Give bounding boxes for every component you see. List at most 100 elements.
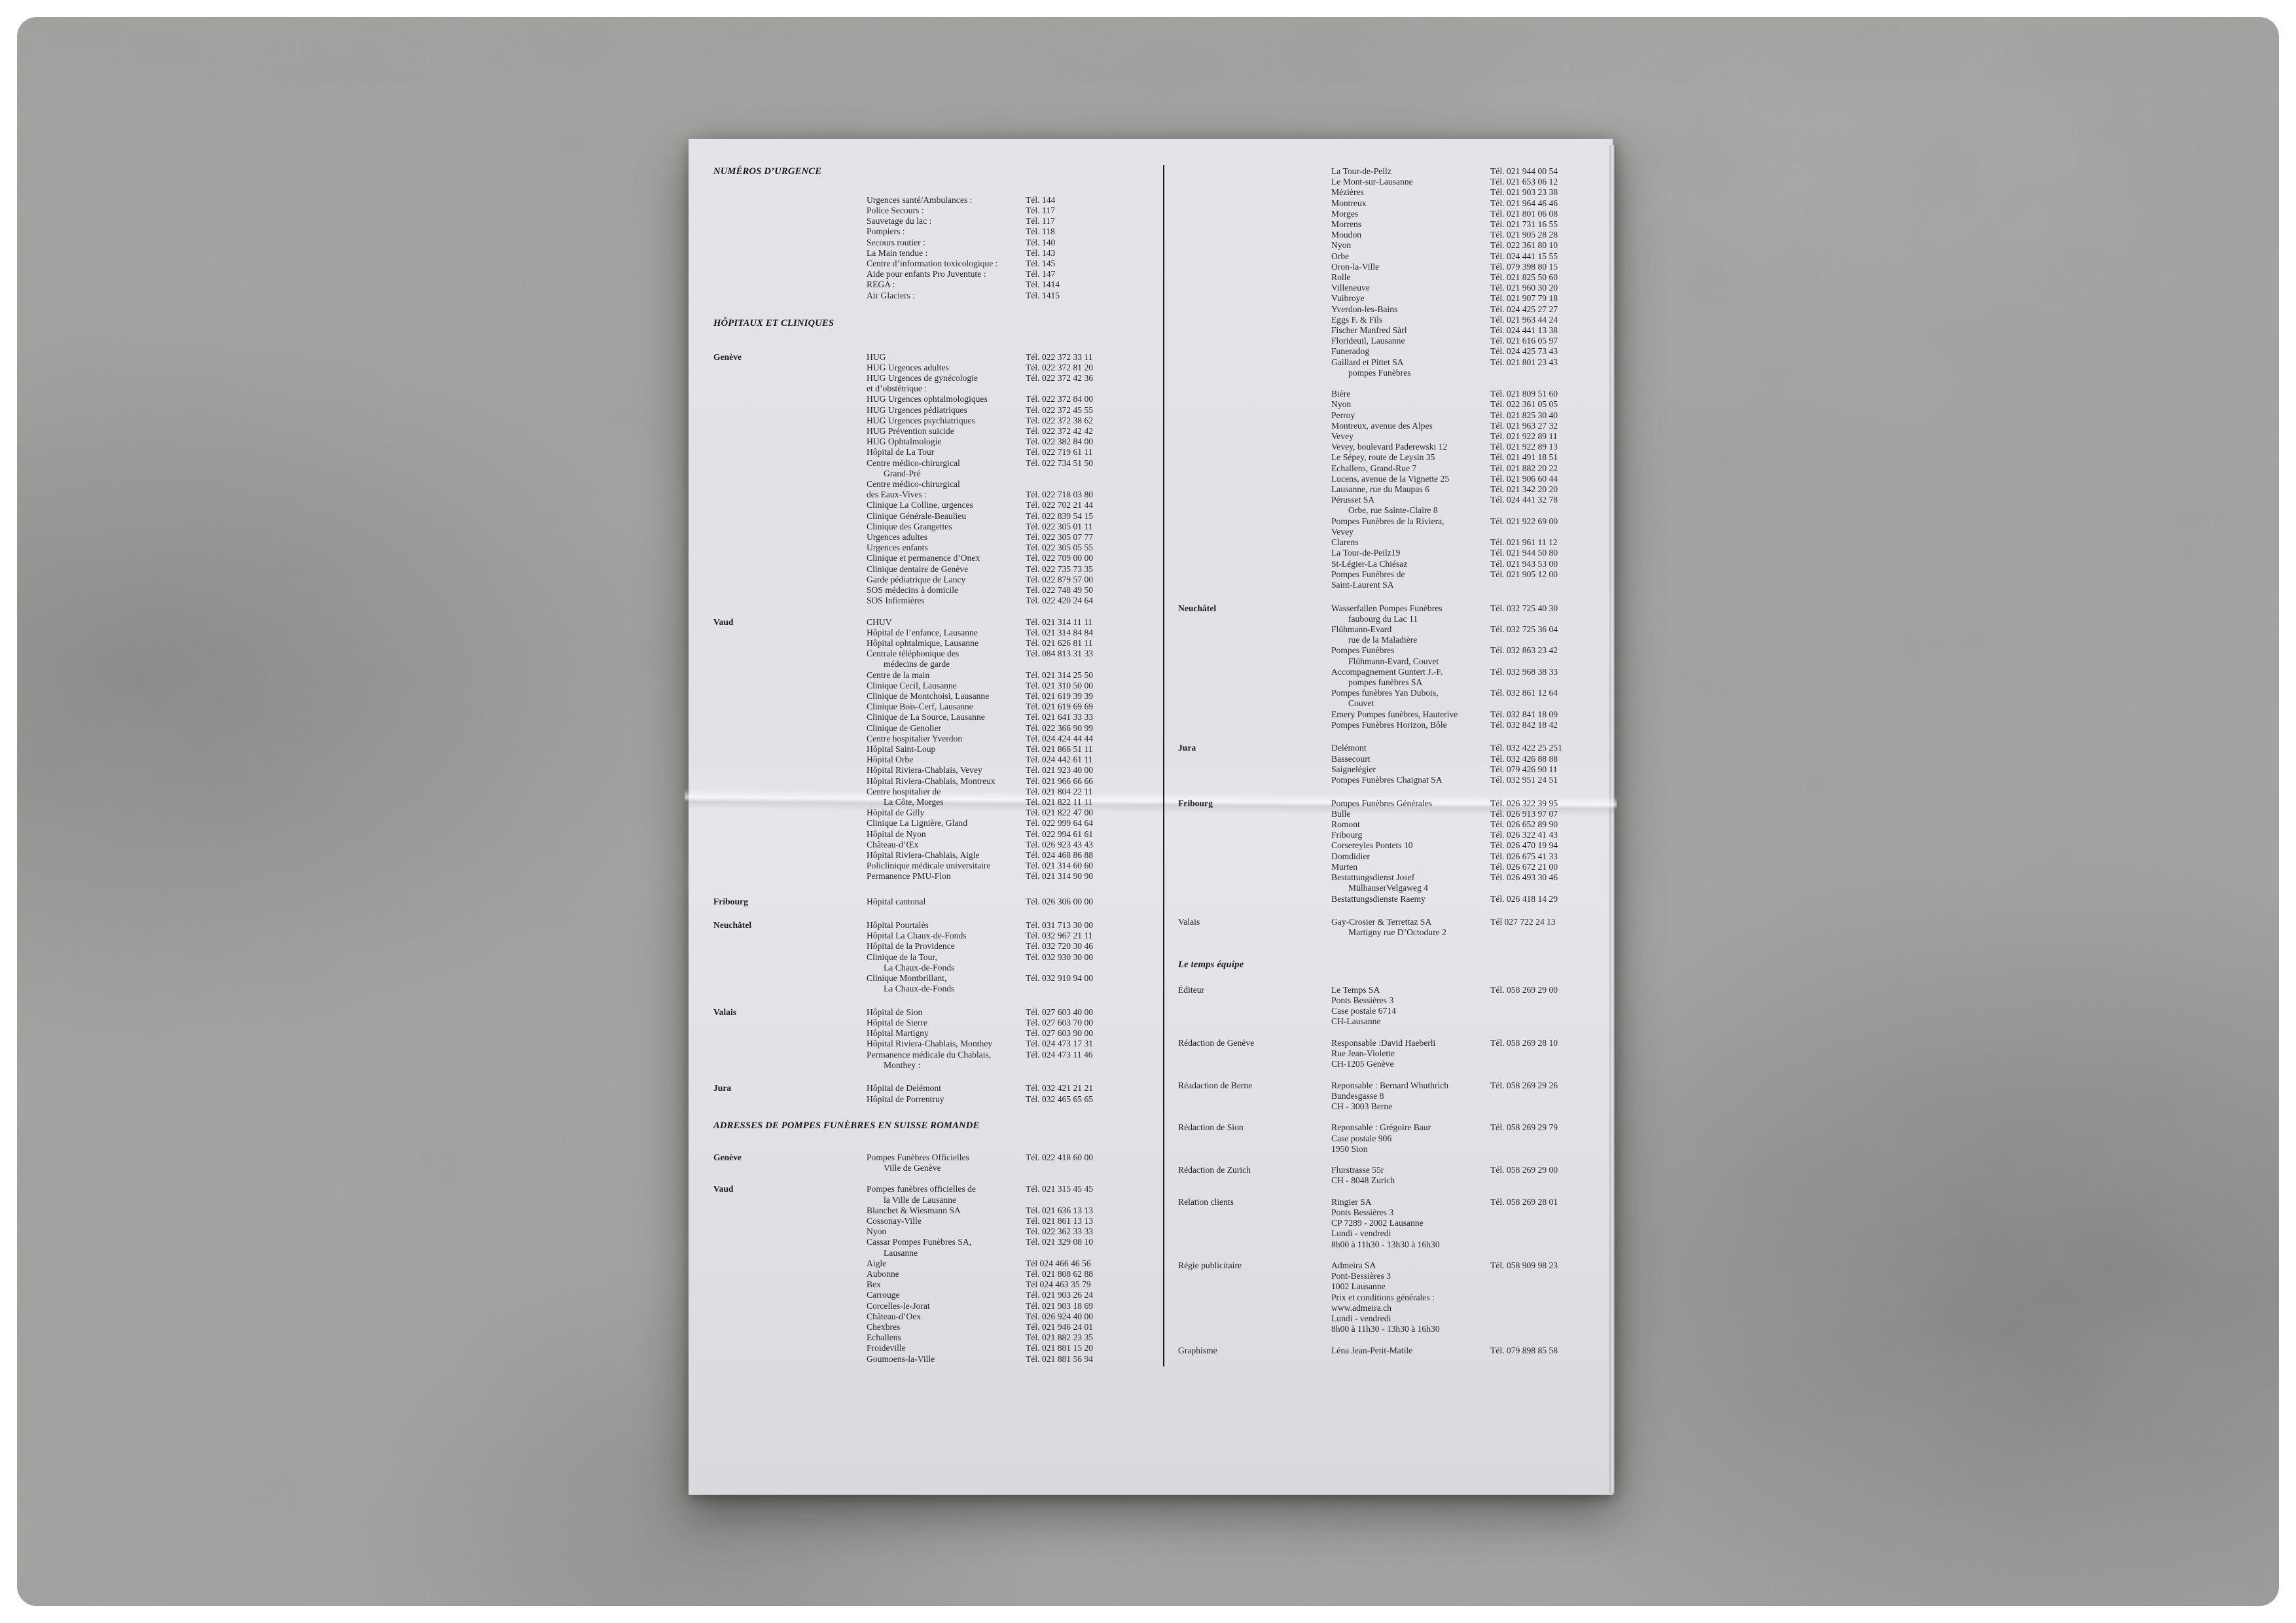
row-name: des Eaux-Vives :: [867, 490, 927, 500]
left-column: NUMÉROS D’URGENCE Urgences santé/Ambulanc…: [713, 166, 1138, 1364]
row-phone: Tél. 021 314 84 84: [1026, 627, 1094, 637]
row-name: faubourg du Lac 11: [1348, 613, 1418, 624]
row-region-label: [1178, 830, 1331, 840]
row-phone: Tél. 032 725 36 04: [1490, 624, 1558, 634]
row-region-label: [1178, 187, 1331, 198]
row-phone: Tél. 140: [1026, 237, 1056, 247]
row-name: Clinique Cecil, Lausanne: [867, 680, 957, 690]
directory-row: Centre d’information toxicologique : Tél.…: [713, 259, 1138, 269]
row-name: Fribourg: [1331, 830, 1363, 840]
row-name: Centre médico-chirurgical: [867, 457, 960, 468]
row-phone: Tél. 032 720 30 46: [1026, 941, 1094, 952]
directory-row: Hôpital Orbe Tél. 024 442 61 11: [713, 755, 1138, 765]
row-name: Accompagnement Guntert J.-F.: [1331, 666, 1443, 677]
row-name: Hôpital Riviera-Chablais, Montreux: [867, 776, 996, 786]
row-name: La Main tendue :: [867, 247, 928, 258]
directory-row: Garde pédiatrique de Lancy Tél. 022 879 5…: [713, 575, 1138, 585]
row-name: Flurstrasse 55r: [1331, 1165, 1384, 1175]
directory-row: Perroy Tél. 021 825 30 40: [1178, 410, 1602, 421]
row-phone: Tél. 021 946 24 01: [1026, 1322, 1094, 1332]
directory-row: Urgences adultes Tél. 022 305 07 77: [713, 532, 1138, 543]
row-region-label: [713, 1216, 867, 1226]
directory-row: Police Secours : Tél. 117: [713, 205, 1138, 216]
row-phone: Tél. 117: [1026, 205, 1055, 215]
row-name: CH-1205 Genève: [1331, 1059, 1394, 1069]
row-region-label: [713, 963, 867, 973]
row-region-label: [713, 216, 867, 226]
row-region-label: Valais: [713, 1007, 737, 1017]
row-name: MülhauserVelgaweg 4: [1348, 883, 1428, 893]
row-region-label: [713, 765, 867, 776]
row-name: SOS médecins à domicile: [867, 584, 959, 595]
row-region-label: [1178, 775, 1331, 785]
row-name: Bière: [1331, 389, 1351, 399]
row-phone: Tél. 026 923 43 43: [1026, 839, 1094, 849]
directory-row: REGA : Tél. 1414: [713, 279, 1138, 290]
row-phone: Tél. 021 922 89 11: [1490, 431, 1558, 442]
row-region-label: [1178, 1303, 1331, 1313]
row-phone: Tél. 024 441 32 78: [1490, 495, 1558, 505]
directory-row: Centre médico-chirurgical: [713, 479, 1138, 490]
row-phone: Tél. 032 968 38 33: [1490, 666, 1558, 677]
row-phone: Tél. 022 719 61 11: [1026, 447, 1093, 457]
row-name: Urgences adultes: [867, 531, 927, 542]
row-phone: Tél. 024 473 11 46: [1026, 1049, 1093, 1060]
row-name: Hôpital de Sion: [867, 1007, 923, 1017]
directory-row: Urgences santé/Ambulances : Tél. 144: [713, 195, 1138, 205]
row-region-label: [713, 744, 867, 755]
directory-row: Clinique des Grangettes Tél. 022 305 01 1…: [713, 522, 1138, 532]
directory-row: Vevey: [1178, 527, 1602, 537]
row-region-label: [1178, 1228, 1331, 1239]
row-region-label: [1178, 1271, 1331, 1281]
row-phone: Tél. 032 426 88 88: [1490, 753, 1558, 764]
row-name: Centre hospitalier Yverdon: [867, 733, 963, 743]
row-region-label: [1178, 283, 1331, 293]
directory-row: Rue Jean-Violette: [1178, 1048, 1602, 1059]
row-name: Hôpital de La Tour: [867, 447, 935, 457]
row-name: Murten: [1331, 861, 1358, 872]
row-phone: Tél. 021 626 81 11: [1026, 637, 1093, 648]
row-phone: Tél. 058 269 29 00: [1490, 1165, 1558, 1175]
directory-row: Moudon Tél. 021 905 28 28: [1178, 230, 1602, 240]
row-phone: Tél. 058 269 29 26: [1490, 1080, 1558, 1090]
directory-row: Hôpital de Sierre Tél. 027 603 70 00: [713, 1018, 1138, 1028]
spacer: [713, 301, 1138, 318]
row-name: HUG Prévention suicide: [867, 425, 954, 436]
row-region-label: Neuchâtel: [713, 919, 752, 930]
row-name: Corcelles-le-Jorat: [867, 1300, 930, 1311]
row-name: la Ville de Lausanne: [884, 1194, 957, 1205]
directory-row: Flühmann-Evard Tél. 032 725 36 04: [1178, 624, 1602, 635]
row-region-label: [1178, 474, 1331, 484]
directory-row: Morges Tél. 021 801 06 08: [1178, 209, 1602, 219]
directory-row: Pompes funèbres Yan Dubois, Tél. 032 861 …: [1178, 688, 1602, 698]
row-region-label: Fribourg: [713, 897, 748, 907]
row-phone: Tél. 021 944 00 54: [1490, 166, 1558, 176]
directory-row: Orbe, rue Sainte-Claire 8: [1178, 505, 1602, 516]
row-phone: Tél. 026 924 40 00: [1026, 1311, 1094, 1321]
directory-row: CH-1205 Genève: [1178, 1059, 1602, 1069]
directory-row: Nyon Tél. 022 361 80 10: [1178, 240, 1602, 251]
row-region-label: [1178, 198, 1331, 209]
directory-row: Villeneuve Tél. 021 960 30 20: [1178, 283, 1602, 293]
directory-row: Clinique Cecil, Lausanne Tél. 021 310 50 …: [713, 681, 1138, 691]
directory-row: Hôpital Riviera-Chablais, Aigle Tél. 024 …: [713, 850, 1138, 861]
row-phone: Tél. 022 879 57 00: [1026, 574, 1094, 584]
row-phone: Tél. 022 372 38 62: [1026, 415, 1094, 425]
directory-row: Hôpital ophtalmique, Lausanne Tél. 021 62…: [713, 638, 1138, 649]
row-region-label: [713, 394, 867, 404]
row-region-label: Rédaction de Zurich: [1178, 1165, 1251, 1175]
directory-row: 1950 Sion: [1178, 1144, 1602, 1154]
row-phone: Tél. 021 804 22 11: [1026, 786, 1093, 796]
row-name: 1002 Lausanne: [1331, 1281, 1386, 1292]
directory-row: Lucens, avenue de la Vignette 25 Tél. 021…: [1178, 474, 1602, 484]
directory-row: faubourg du Lac 11: [1178, 614, 1602, 624]
row-region-label: [713, 553, 867, 563]
row-phone: Tél. 022 735 73 35: [1026, 563, 1094, 574]
row-name: La Tour-de-Peilz19: [1331, 548, 1401, 558]
row-name: Pompes Funèbres Horizon, Bôle: [1331, 719, 1447, 730]
spacer: [1178, 1154, 1602, 1165]
row-region-label: [1178, 764, 1331, 775]
row-name: Clinique Montbrillant,: [867, 972, 947, 983]
row-name: Cassar Pompes Funèbres SA,: [867, 1237, 972, 1247]
row-name: Bex: [867, 1279, 881, 1290]
